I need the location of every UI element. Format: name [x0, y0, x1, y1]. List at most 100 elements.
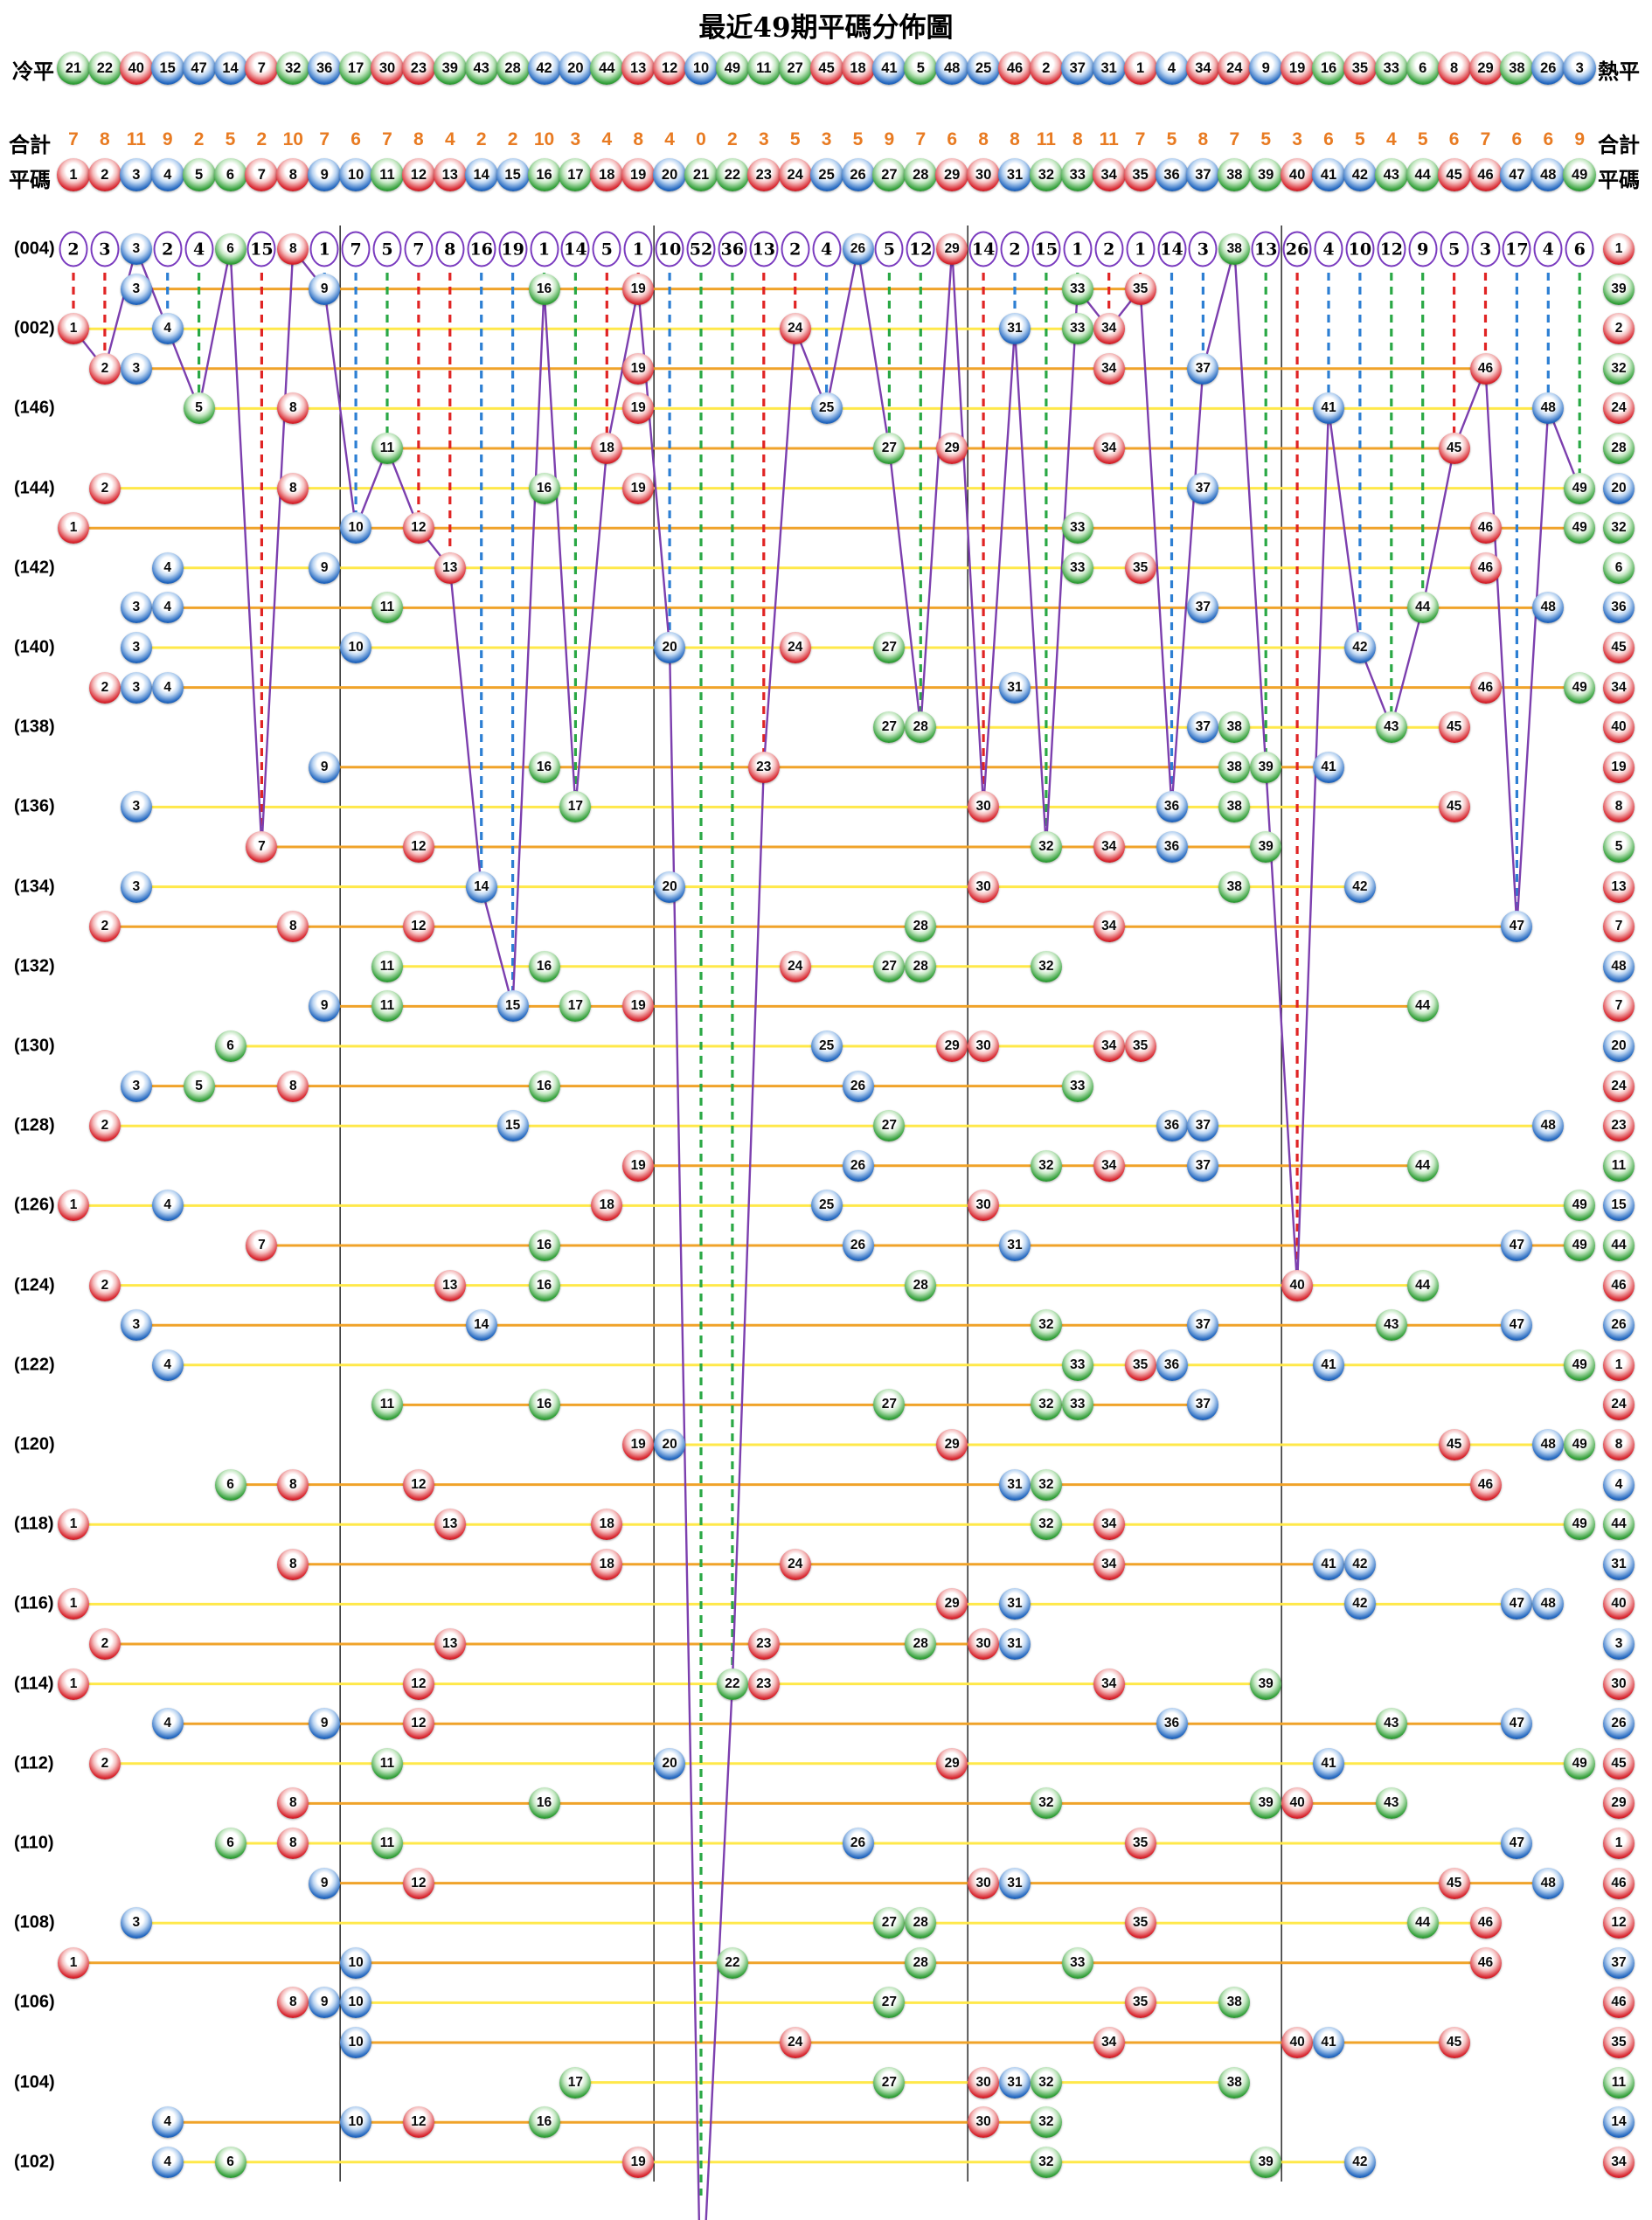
number-ball-17: 17 — [559, 158, 593, 191]
ball-34: 34 — [1093, 313, 1125, 345]
ball-17: 17 — [559, 2066, 592, 2099]
ball-16: 16 — [528, 1230, 560, 1261]
ball-2: 2 — [88, 1110, 121, 1142]
number-ball-29: 29 — [935, 158, 969, 191]
column-total: 6 — [1511, 129, 1523, 149]
ball-44: 44 — [1406, 592, 1439, 624]
ball-9: 9 — [309, 1867, 341, 1899]
ball-1: 1 — [58, 1190, 89, 1222]
ball-26: 26 — [842, 1828, 874, 1859]
column-total: 11 — [126, 129, 146, 149]
ball-32: 32 — [1030, 1309, 1062, 1342]
ball-4: 4 — [151, 552, 184, 584]
cold-ball-2: 2 — [1029, 52, 1063, 85]
column-total: 6 — [947, 129, 958, 149]
page-title: 最近49期平碼分佈圖 — [698, 12, 954, 44]
ball-42: 42 — [1343, 1588, 1376, 1620]
ball-6: 6 — [214, 233, 246, 265]
ball-19: 19 — [622, 1149, 655, 1182]
ball-4: 4 — [151, 1349, 184, 1381]
ball-6: 6 — [214, 1030, 246, 1062]
ball-20: 20 — [654, 1747, 686, 1779]
ball-30: 30 — [968, 791, 1000, 823]
column-total: 2 — [475, 129, 487, 149]
ball-48: 48 — [1532, 1429, 1565, 1460]
special-ball-8: 8 — [1603, 791, 1635, 823]
special-ball-30: 30 — [1603, 1668, 1635, 1700]
number-ball-19: 19 — [621, 158, 656, 191]
ball-6: 6 — [214, 2146, 246, 2178]
ball-8: 8 — [277, 1070, 309, 1102]
ball-12: 12 — [402, 911, 434, 943]
row-label: (142) — [14, 558, 55, 578]
ball-12: 12 — [402, 512, 434, 545]
ball-49: 49 — [1564, 1349, 1596, 1381]
special-ball-1: 1 — [1603, 1349, 1635, 1381]
number-ball-36: 36 — [1155, 158, 1189, 191]
ball-12: 12 — [402, 1468, 434, 1501]
column-total: 5 — [852, 129, 864, 149]
cold-ball-36: 36 — [308, 52, 342, 85]
ball-13: 13 — [434, 1509, 466, 1541]
ball-29: 29 — [936, 1747, 968, 1779]
special-ball-40: 40 — [1603, 1588, 1635, 1620]
column-total: 8 — [413, 129, 424, 149]
ball-12: 12 — [402, 831, 434, 863]
ball-8: 8 — [277, 1548, 309, 1580]
ball-35: 35 — [1124, 552, 1156, 584]
special-ball-44: 44 — [1603, 1509, 1635, 1541]
special-ball-7: 7 — [1603, 911, 1635, 943]
ball-27: 27 — [873, 632, 906, 663]
ball-43: 43 — [1375, 1309, 1407, 1342]
ball-34: 34 — [1093, 2027, 1125, 2058]
ball-31: 31 — [999, 1588, 1031, 1620]
ball-24: 24 — [779, 950, 811, 982]
ball-34: 34 — [1093, 831, 1125, 863]
ball-9: 9 — [309, 552, 341, 584]
number-ball-12: 12 — [401, 158, 435, 191]
ball-32: 32 — [1030, 950, 1062, 982]
number-ball-9: 9 — [308, 158, 342, 191]
ball-15: 15 — [496, 1110, 529, 1142]
ball-39: 39 — [1250, 751, 1282, 783]
ball-46: 46 — [1469, 552, 1502, 584]
ball-19: 19 — [622, 2146, 655, 2178]
ball-1: 1 — [58, 1668, 89, 1700]
special-ball-46: 46 — [1603, 1269, 1635, 1301]
ball-44: 44 — [1406, 1149, 1439, 1182]
ball-13: 13 — [434, 1628, 466, 1660]
ball-32: 32 — [1030, 1509, 1062, 1541]
miss-count-circle: 13 — [749, 231, 779, 267]
number-ball-14: 14 — [464, 158, 498, 191]
miss-count-circle: 7 — [341, 231, 371, 267]
ball-11: 11 — [371, 950, 403, 982]
miss-count-circle: 14 — [968, 231, 998, 267]
cold-ball-17: 17 — [339, 52, 373, 85]
ball-33: 33 — [1061, 273, 1093, 305]
cold-ball-9: 9 — [1249, 52, 1283, 85]
miss-count-circle: 4 — [1314, 231, 1343, 267]
ball-34: 34 — [1093, 1548, 1125, 1580]
ball-23: 23 — [747, 751, 780, 783]
ball-3: 3 — [120, 1309, 152, 1342]
ball-46: 46 — [1469, 1946, 1502, 1979]
ball-38: 38 — [1218, 791, 1251, 823]
ball-27: 27 — [873, 950, 906, 982]
ball-29: 29 — [936, 1429, 968, 1460]
ball-16: 16 — [528, 1269, 560, 1301]
special-ball-24: 24 — [1603, 1070, 1635, 1102]
cold-ball-18: 18 — [841, 52, 875, 85]
number-ball-43: 43 — [1374, 158, 1408, 191]
cold-ball-30: 30 — [371, 52, 404, 85]
ball-40: 40 — [1281, 1787, 1314, 1820]
cold-ball-40: 40 — [119, 52, 153, 85]
ball-14: 14 — [465, 1309, 497, 1342]
number-ball-38: 38 — [1218, 158, 1252, 191]
ball-8: 8 — [277, 1987, 309, 2019]
special-ball-8: 8 — [1603, 1429, 1635, 1460]
ball-36: 36 — [1156, 1708, 1188, 1740]
ball-42: 42 — [1343, 1548, 1376, 1580]
miss-count-circle: 9 — [1408, 231, 1438, 267]
special-ball-19: 19 — [1603, 751, 1635, 783]
ball-47: 47 — [1501, 1708, 1533, 1740]
